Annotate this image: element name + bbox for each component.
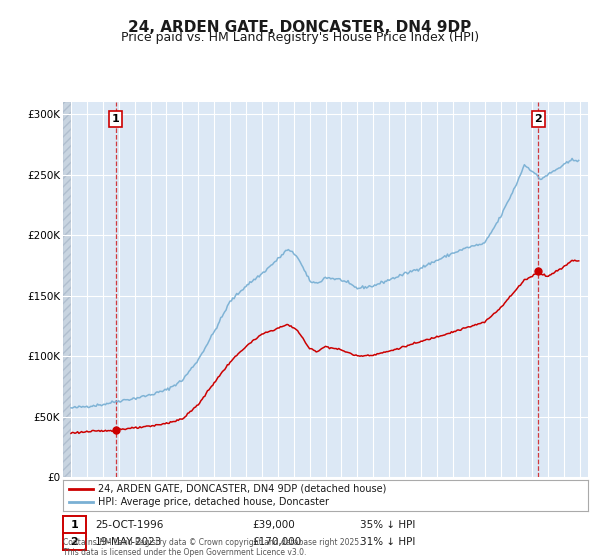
Text: 19-MAY-2023: 19-MAY-2023 [95,536,162,547]
Text: 24, ARDEN GATE, DONCASTER, DN4 9DP (detached house): 24, ARDEN GATE, DONCASTER, DN4 9DP (deta… [98,483,386,493]
Text: 31% ↓ HPI: 31% ↓ HPI [360,536,415,547]
Text: 24, ARDEN GATE, DONCASTER, DN4 9DP: 24, ARDEN GATE, DONCASTER, DN4 9DP [128,20,472,35]
Text: HPI: Average price, detached house, Doncaster: HPI: Average price, detached house, Donc… [98,497,329,507]
Text: 35% ↓ HPI: 35% ↓ HPI [360,520,415,530]
Text: Price paid vs. HM Land Registry's House Price Index (HPI): Price paid vs. HM Land Registry's House … [121,31,479,44]
Text: Contains HM Land Registry data © Crown copyright and database right 2025.
This d: Contains HM Land Registry data © Crown c… [63,538,361,557]
Text: 25-OCT-1996: 25-OCT-1996 [95,520,163,530]
Bar [63,102,71,477]
Text: £170,000: £170,000 [252,536,301,547]
Text: £39,000: £39,000 [252,520,295,530]
Bar [63,102,71,477]
Text: 2: 2 [535,114,542,124]
Text: 2: 2 [71,536,78,547]
Text: 1: 1 [112,114,119,124]
Text: 1: 1 [71,520,78,530]
